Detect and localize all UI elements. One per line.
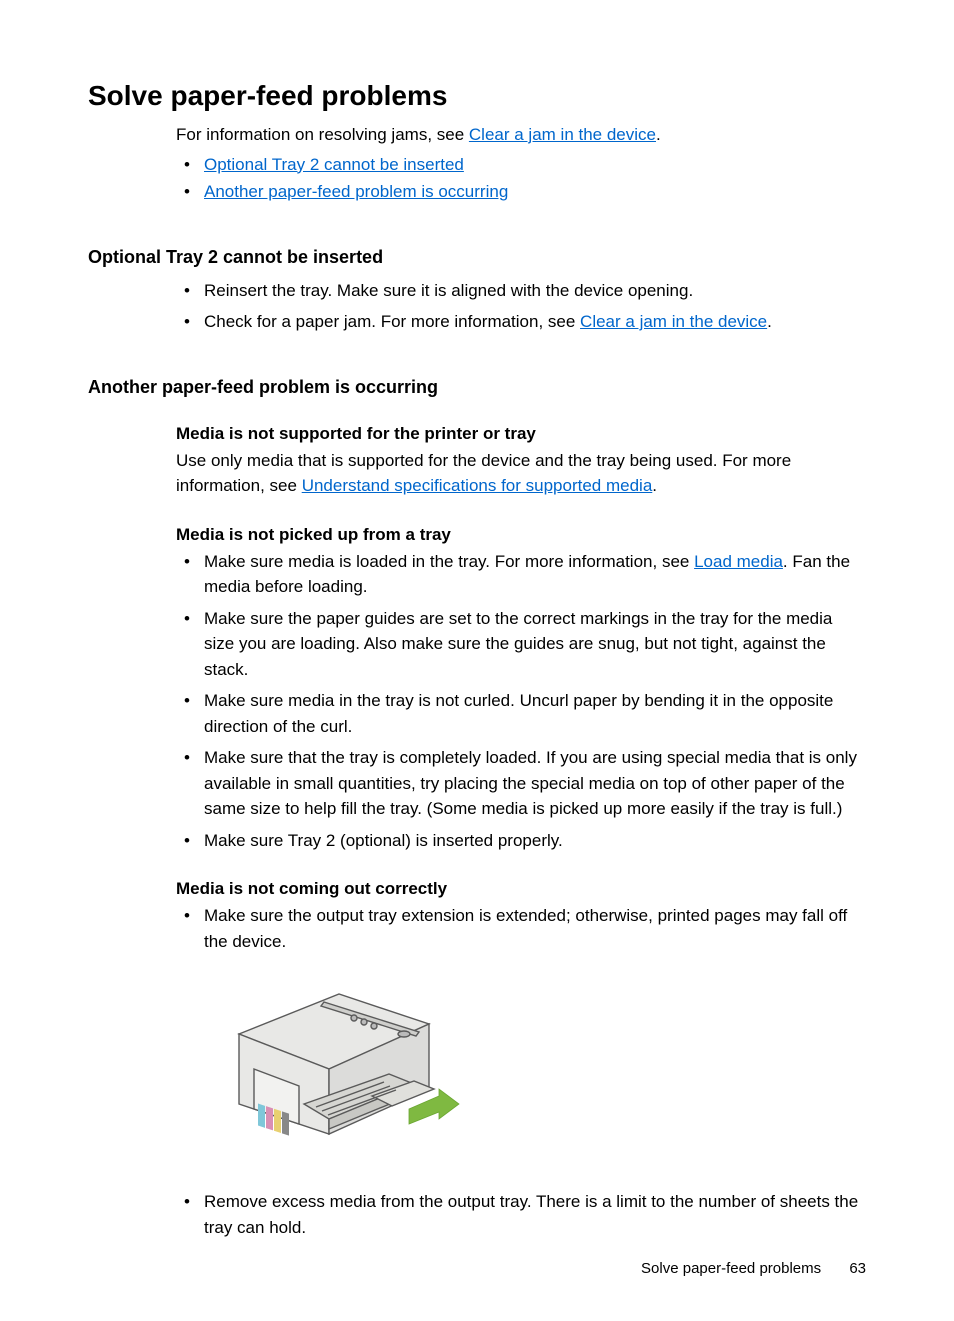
not-coming-bullets-before: Make sure the output tray extension is e… — [176, 903, 866, 954]
printer-icon — [204, 974, 474, 1154]
bullet-text: Reinsert the tray. Make sure it is align… — [204, 281, 693, 300]
list-item: Remove excess media from the output tray… — [176, 1189, 866, 1240]
list-item: Check for a paper jam. For more informat… — [176, 309, 866, 335]
list-item: Make sure media is loaded in the tray. F… — [176, 549, 866, 600]
bullet-suffix: . — [767, 312, 772, 331]
subheading-not-supported: Media is not supported for the printer o… — [176, 424, 866, 444]
bullet-text: Make sure the output tray extension is e… — [204, 906, 847, 951]
toc-item: Optional Tray 2 cannot be inserted — [176, 152, 866, 178]
link-clear-jam[interactable]: Clear a jam in the device — [469, 125, 656, 144]
footer-section: Solve paper-feed problems — [641, 1260, 821, 1277]
toc-link-tray2[interactable]: Optional Tray 2 cannot be inserted — [204, 155, 464, 174]
footer-page-number: 63 — [849, 1260, 866, 1277]
link-clear-jam-2[interactable]: Clear a jam in the device — [580, 312, 767, 331]
heading-tray2: Optional Tray 2 cannot be inserted — [88, 247, 866, 268]
intro-text: For information on resolving jams, see C… — [176, 122, 866, 148]
para-suffix: . — [652, 476, 657, 495]
toc-item: Another paper-feed problem is occurring — [176, 179, 866, 205]
heading-another: Another paper-feed problem is occurring — [88, 377, 866, 398]
not-picked-bullets: Make sure media is loaded in the tray. F… — [176, 549, 866, 854]
tray2-bullets: Reinsert the tray. Make sure it is align… — [176, 278, 866, 335]
list-item: Make sure Tray 2 (optional) is inserted … — [176, 828, 866, 854]
intro-suffix: . — [656, 125, 661, 144]
bullet-text: Make sure the paper guides are set to th… — [204, 609, 832, 679]
bullet-prefix: Make sure media is loaded in the tray. F… — [204, 552, 694, 571]
intro-prefix: For information on resolving jams, see — [176, 125, 469, 144]
another-block: Media is not supported for the printer o… — [176, 424, 866, 1241]
list-item: Make sure the paper guides are set to th… — [176, 606, 866, 683]
subheading-not-coming-out: Media is not coming out correctly — [176, 879, 866, 899]
bullet-text: Make sure that the tray is completely lo… — [204, 748, 857, 818]
intro-block: For information on resolving jams, see C… — [176, 122, 866, 205]
list-item: Make sure the output tray extension is e… — [176, 903, 866, 954]
page-footer: Solve paper-feed problems 63 — [641, 1260, 866, 1277]
subheading-not-picked: Media is not picked up from a tray — [176, 525, 866, 545]
printer-illustration — [204, 974, 866, 1159]
bullet-prefix: Check for a paper jam. For more informat… — [204, 312, 580, 331]
bullet-text: Make sure media in the tray is not curle… — [204, 691, 833, 736]
not-coming-bullets-after: Remove excess media from the output tray… — [176, 1189, 866, 1240]
list-item: Make sure media in the tray is not curle… — [176, 688, 866, 739]
para-not-supported: Use only media that is supported for the… — [176, 448, 866, 499]
toc-list: Optional Tray 2 cannot be inserted Anoth… — [176, 152, 866, 205]
toc-link-another[interactable]: Another paper-feed problem is occurring — [204, 182, 508, 201]
page-title: Solve paper-feed problems — [88, 80, 866, 112]
tray2-block: Reinsert the tray. Make sure it is align… — [176, 278, 866, 335]
bullet-text: Make sure Tray 2 (optional) is inserted … — [204, 831, 563, 850]
link-understand-specs[interactable]: Understand specifications for supported … — [302, 476, 653, 495]
list-item: Reinsert the tray. Make sure it is align… — [176, 278, 866, 304]
list-item: Make sure that the tray is completely lo… — [176, 745, 866, 822]
link-load-media[interactable]: Load media — [694, 552, 783, 571]
bullet-text: Remove excess media from the output tray… — [204, 1192, 858, 1237]
